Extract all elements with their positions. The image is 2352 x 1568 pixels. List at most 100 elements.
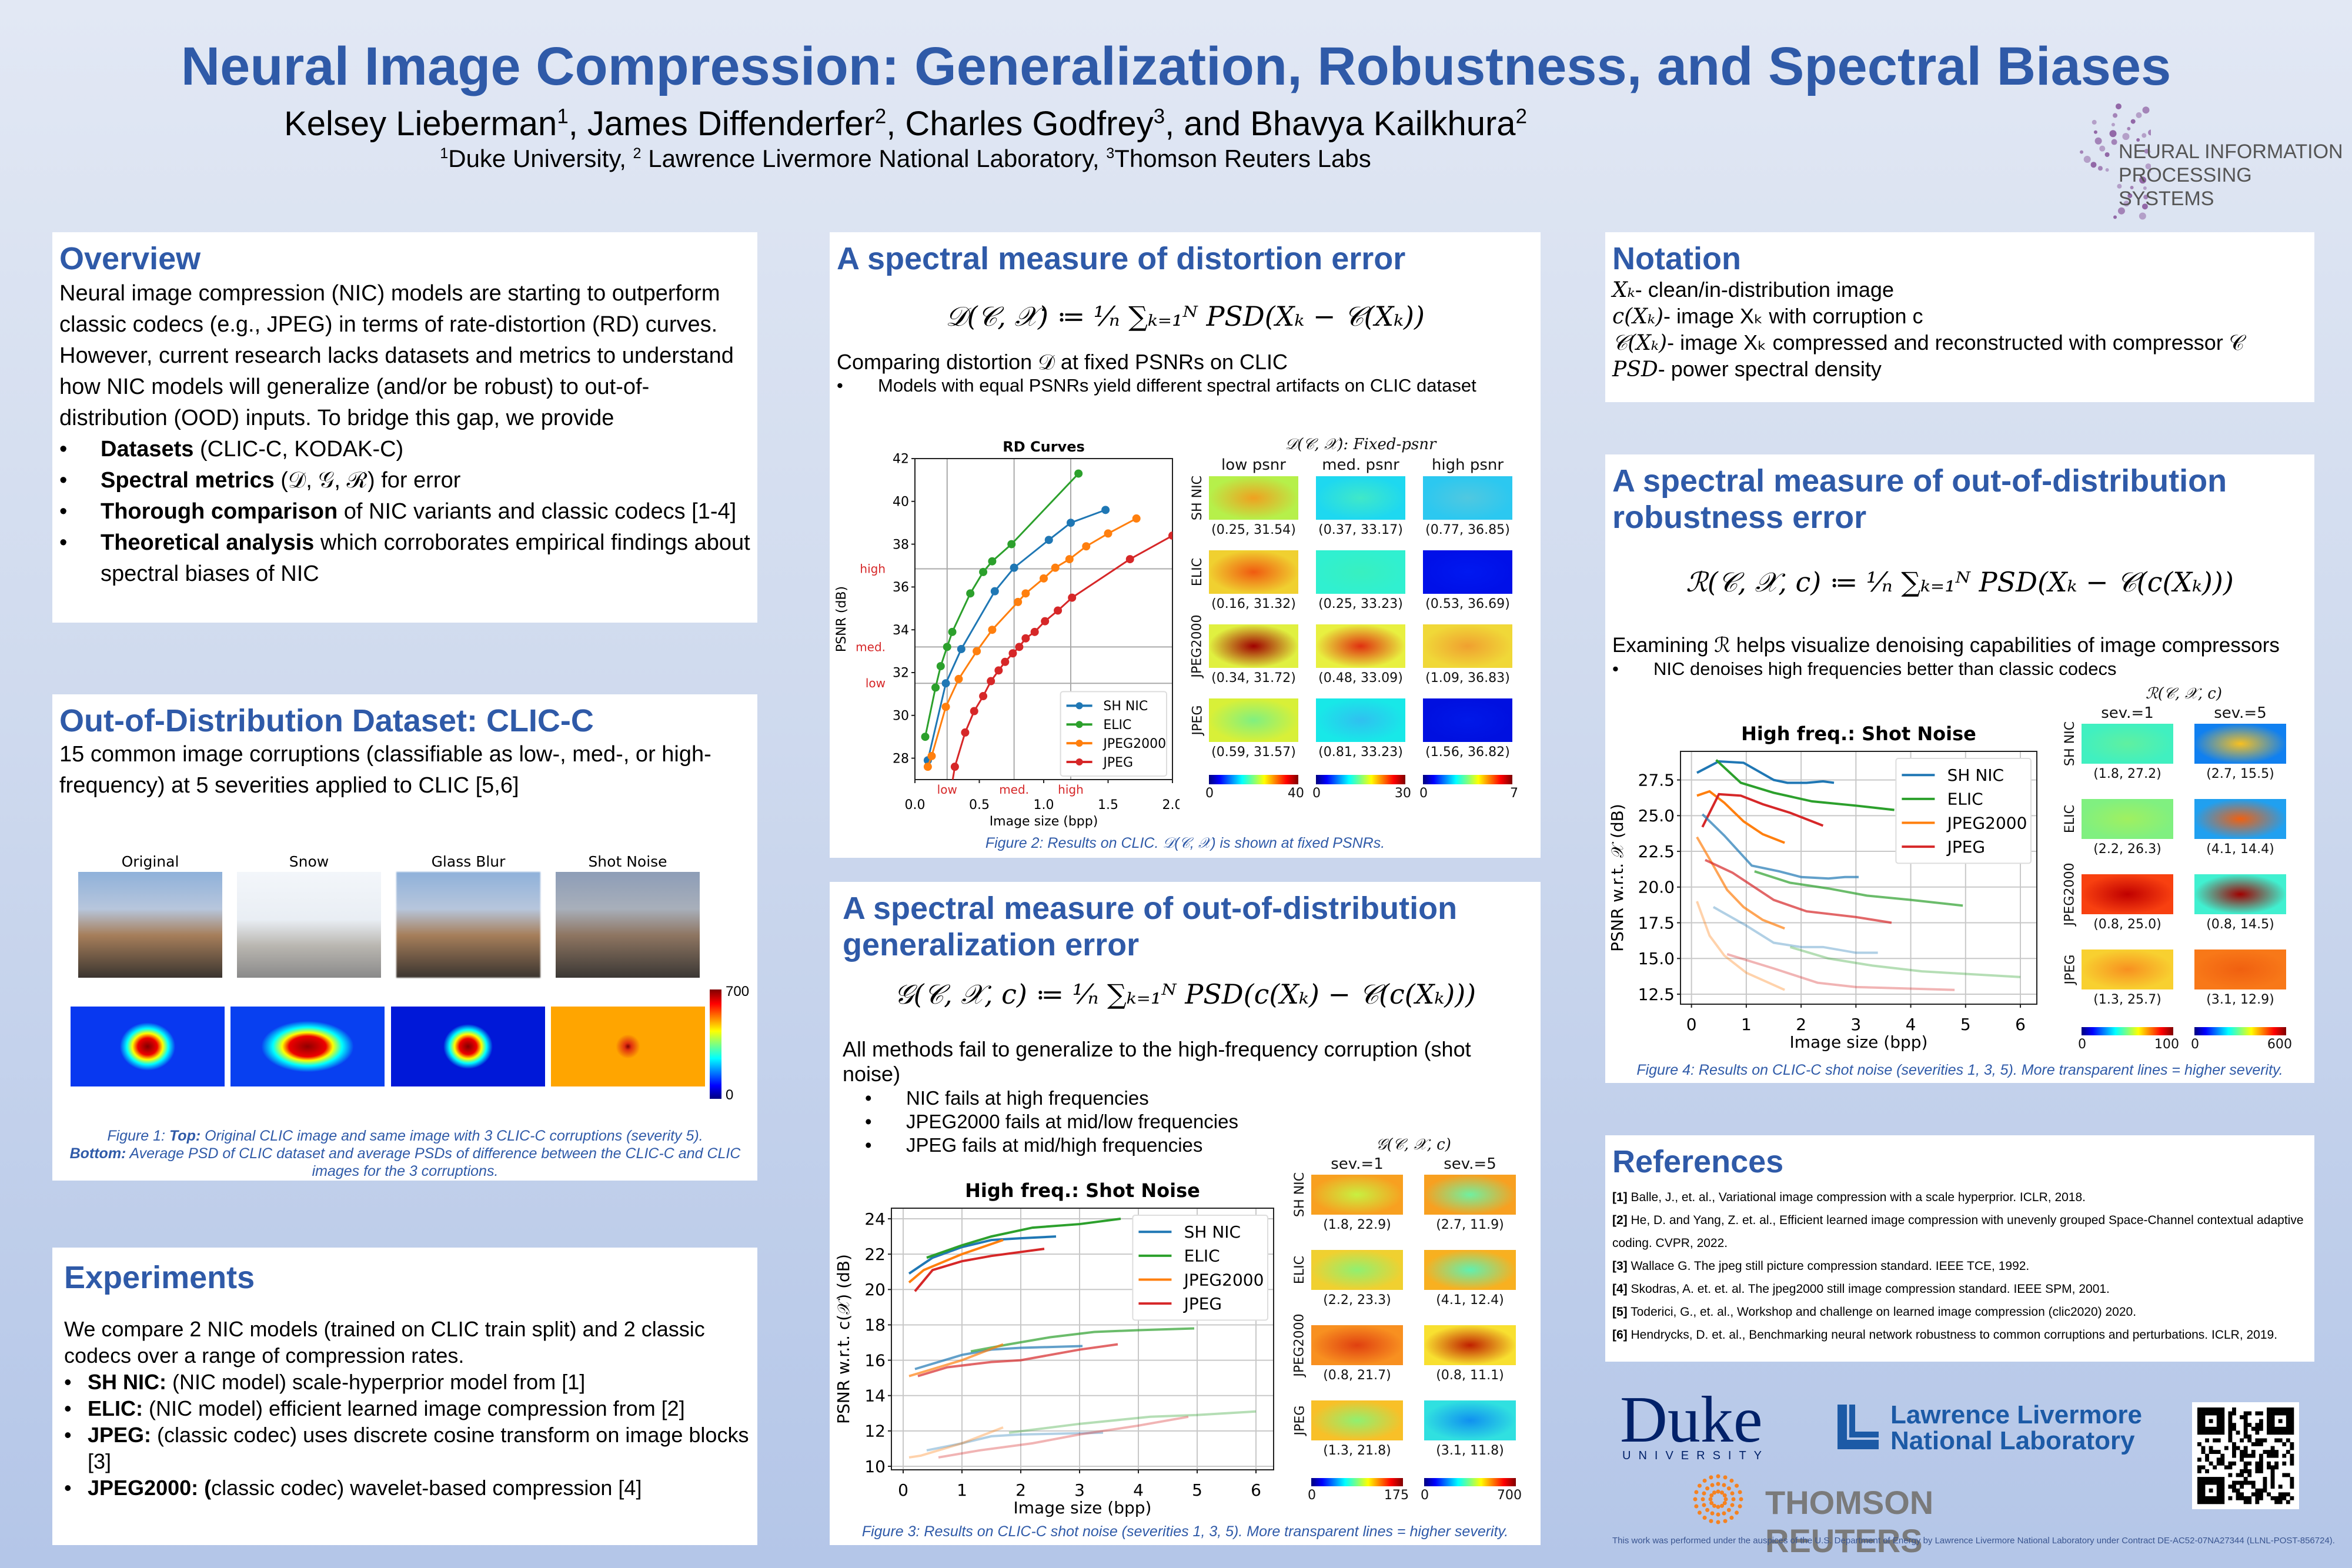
logo-dot [1738, 1504, 1742, 1509]
qr-module [2216, 1480, 2221, 1485]
author-list: Kelsey Lieberman1, James Diffenderfer2, … [0, 105, 1811, 143]
qr-module [2220, 1485, 2225, 1489]
qr-module [2205, 1469, 2209, 1473]
qr-module [2274, 1411, 2279, 1416]
x-tick-label: 1 [1741, 1015, 1752, 1034]
colorbar-min: 0 [726, 1087, 734, 1103]
qr-module [2209, 1407, 2213, 1412]
qr-module [2216, 1423, 2221, 1427]
qr-module [2267, 1411, 2271, 1416]
overview-paragraph: Neural image compression (NIC) models ar… [59, 281, 734, 430]
y-tick-label: 15.0 [1638, 949, 1675, 968]
plot-frame [1680, 751, 2037, 1005]
qr-module [2274, 1430, 2279, 1435]
logo-dot [2090, 162, 2097, 168]
x-tick-label: 2 [1015, 1480, 1026, 1500]
logo-dot [2122, 133, 2130, 141]
qr-module [2267, 1465, 2271, 1470]
cell-caption: (0.8, 14.5) [2206, 917, 2274, 932]
qr-module [2270, 1423, 2275, 1427]
qr-module [2259, 1423, 2263, 1427]
qr-module [2197, 1407, 2201, 1412]
image-label: Glass Blur [431, 853, 506, 870]
data-point [979, 692, 988, 701]
qr-module [2220, 1426, 2225, 1431]
qr-module [2274, 1461, 2279, 1466]
qr-module [2236, 1488, 2240, 1493]
qr-module [2201, 1415, 2206, 1419]
series-line-jpeg [914, 1248, 1045, 1292]
logo-dot [1708, 1497, 1713, 1502]
qr-module [2270, 1419, 2275, 1423]
data-point [1008, 649, 1017, 658]
qr-module [2201, 1500, 2206, 1505]
colorbar [1209, 775, 1298, 784]
data-point [1068, 593, 1077, 602]
row-label: SH NIC [1190, 475, 1205, 521]
qr-module [2278, 1496, 2283, 1500]
x-tick-label: 6 [2015, 1015, 2026, 1034]
qr-module [2274, 1407, 2279, 1412]
qr-module [2267, 1450, 2271, 1455]
x-tick-label: 0.5 [969, 798, 990, 813]
heatmap-cell [1423, 698, 1512, 742]
qr-module [2201, 1492, 2206, 1497]
data-point [1051, 563, 1060, 572]
qr-module [2267, 1415, 2271, 1419]
qr-module [2274, 1438, 2279, 1443]
qr-module [2270, 1415, 2275, 1419]
qr-module [2290, 1485, 2294, 1489]
qr-module [2232, 1450, 2236, 1455]
logo-dot [1694, 1504, 1699, 1509]
psd-original [71, 1007, 225, 1086]
logo-dot [1709, 1475, 1713, 1480]
qr-module [2286, 1430, 2290, 1435]
qr-module [2255, 1426, 2260, 1431]
qr-module [2251, 1426, 2256, 1431]
qr-code[interactable] [2192, 1402, 2299, 1509]
legend-label: ELIC [1184, 1246, 1220, 1266]
qr-module [2243, 1434, 2248, 1439]
qr-module [2263, 1480, 2267, 1485]
qr-module [2205, 1453, 2209, 1458]
qr-module [2255, 1423, 2260, 1427]
qr-module [2228, 1496, 2233, 1500]
qr-module [2251, 1450, 2256, 1455]
qr-module [2216, 1461, 2221, 1466]
data-point [941, 679, 950, 688]
logo-dot [1723, 1519, 1728, 1523]
colorbar-max: 7 [1509, 785, 1518, 801]
qr-module [2247, 1423, 2252, 1427]
series-line-jpeg2000 [908, 1343, 1004, 1378]
grid-title: ℛ(𝒞, 𝒳, c) [2146, 685, 2222, 703]
chart-title: High freq.: Shot Noise [965, 1179, 1200, 1202]
series-group [1696, 759, 2021, 991]
logo-dot [2150, 169, 2151, 174]
author: , Charles Godfrey3 [886, 105, 1165, 143]
logo-dot [2105, 168, 2109, 172]
qr-module [2197, 1426, 2201, 1431]
y-tick-label: 30 [893, 709, 909, 724]
qr-module [2232, 1411, 2236, 1416]
column-header: sev.=5 [1444, 1155, 1496, 1173]
series-line-sh-nic [908, 1235, 1057, 1275]
heatmap-cell [1423, 476, 1512, 520]
qr-module [2240, 1450, 2244, 1455]
logo-dot [2111, 123, 2115, 127]
qr-module [2286, 1426, 2290, 1431]
qr-module [2232, 1485, 2236, 1489]
data-point [1021, 634, 1030, 643]
logo-dot [1716, 1489, 1720, 1494]
qr-module [2270, 1485, 2275, 1489]
cell-caption: (1.09, 36.83) [1425, 670, 1510, 686]
colorbar [1311, 1478, 1403, 1486]
logo-dot [2113, 215, 2117, 219]
qr-module [2286, 1423, 2290, 1427]
data-point [923, 763, 932, 771]
qr-module [2205, 1457, 2209, 1462]
notation-item: PSD- power spectral density [1612, 357, 1882, 382]
list-item: • JPEG fails at mid/high frequencies [865, 1134, 1203, 1156]
heatmap-cell [2194, 724, 2286, 764]
x-tick-label: 1.5 [1098, 798, 1118, 813]
logo-dot [1700, 1497, 1705, 1502]
